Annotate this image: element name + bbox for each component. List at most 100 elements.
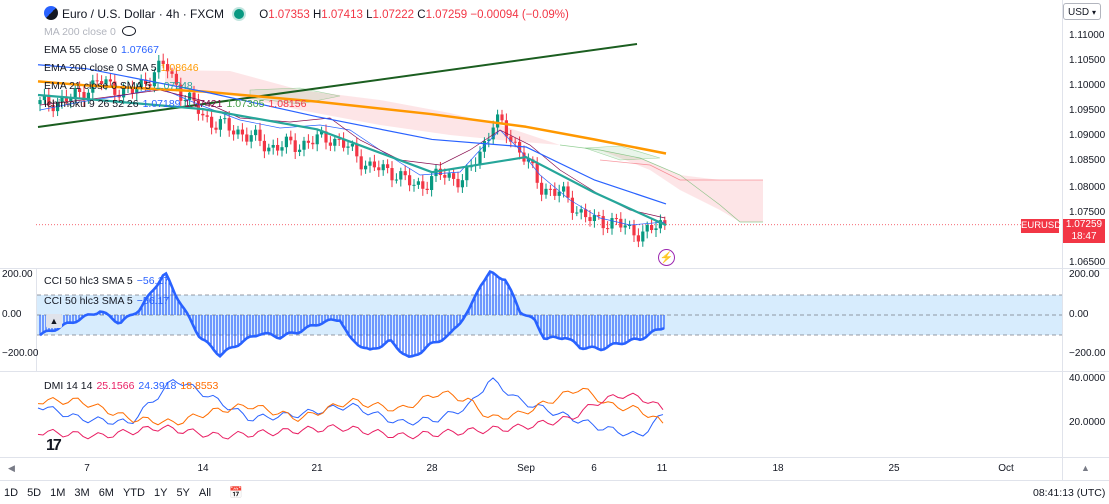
symbol-title[interactable]: Euro / U.S. Dollar · 4h · FXCM <box>62 7 225 21</box>
price-tick-label: 1.09500 <box>1069 105 1106 116</box>
timeframe-6m[interactable]: 6M <box>98 487 114 499</box>
legend-ichimoku[interactable]: Ichimoku 9 26 52 26 1.07189 1.07421 1.07305… <box>44 98 306 110</box>
change-value: −0.00094 (−0.09%) <box>470 9 569 21</box>
high-value: 1.07413 <box>321 9 363 21</box>
legend-cci-1[interactable]: CCI 50 hlc3 SMA 5 −56.17 <box>44 275 169 287</box>
close-value: 1.07259 <box>425 9 468 21</box>
symbol-price-tag: EURUSD <box>1021 219 1062 233</box>
candle-body <box>311 142 315 145</box>
price-tick-label: 1.10500 <box>1069 55 1106 66</box>
candle-body <box>166 64 170 72</box>
last-price-value: 1.07259 <box>1065 219 1103 230</box>
symbol-header[interactable]: Euro / U.S. Dollar · 4h · FXCM O1.07353 … <box>44 6 569 21</box>
cci-left-tick-label: −200.00 <box>2 348 39 359</box>
candle-body <box>491 127 495 140</box>
candle-body <box>113 81 117 95</box>
candle-body <box>377 167 381 171</box>
candle-body <box>518 141 522 153</box>
candle-body <box>430 176 434 191</box>
candle-body <box>403 171 407 176</box>
timeframe-1d[interactable]: 1D <box>4 487 19 499</box>
currency-selector[interactable]: USD ▾ <box>1063 3 1101 20</box>
candle-body <box>636 235 640 242</box>
timeframe-all[interactable]: All <box>198 487 212 499</box>
cci-left-tick-label: 200.00 <box>2 269 33 280</box>
close-key: C <box>417 9 426 21</box>
legend-ema55[interactable]: EMA 55 close 0 1.07667 <box>44 44 159 56</box>
legend-ichimoku-v3: 1.07305 <box>226 98 265 110</box>
legend-cci-2[interactable]: CCI 50 hlc3 SMA 5 −56.17 <box>44 295 169 307</box>
legend-dmi[interactable]: DMI 14 14 25.1566 24.3918 18.8553 <box>44 380 218 392</box>
candle-body <box>610 218 614 229</box>
candle-body <box>315 134 319 145</box>
collapse-legend-button[interactable]: ▲ <box>46 314 62 328</box>
timeframe-ytd[interactable]: YTD <box>122 487 145 499</box>
candle-body <box>161 60 165 65</box>
candle-body <box>650 224 654 231</box>
candle-body <box>298 149 302 152</box>
hidden-eye-icon[interactable] <box>121 26 136 36</box>
cci-left-tick-label: 0.00 <box>2 309 22 320</box>
utc-clock[interactable]: 08:41:13 (UTC) <box>1033 487 1106 499</box>
lightning-icon[interactable]: ⚡ <box>658 249 675 266</box>
legend-ema21[interactable]: EMA 21 close 0 SMA 5 1.07248 <box>44 80 193 92</box>
timeframe-1m[interactable]: 1M <box>50 487 66 499</box>
candle-body <box>262 140 266 152</box>
candle-body <box>500 114 504 121</box>
candle-body <box>144 79 148 85</box>
ichimoku-span-b <box>559 144 763 223</box>
price-tick-label: 1.07500 <box>1069 207 1106 218</box>
price-tick-label: 1.06500 <box>1069 257 1106 268</box>
candle-body <box>443 175 447 178</box>
candle-body <box>399 171 403 180</box>
last-price-tag: 1.07259 18:47 <box>1063 219 1105 243</box>
candle-body <box>372 161 376 168</box>
candle-body <box>342 139 346 148</box>
timeframe-3m[interactable]: 3M <box>74 487 90 499</box>
chevron-down-icon: ▾ <box>1091 8 1096 17</box>
legend-ma200[interactable]: MA 200 close 0 <box>44 26 136 38</box>
timeframe-5y[interactable]: 5Y <box>176 487 190 499</box>
candle-body <box>632 224 636 236</box>
legend-ema200-label: EMA 200 close 0 SMA 5 <box>44 62 157 74</box>
timeframe-5d[interactable]: 5D <box>27 487 42 499</box>
candle-body <box>240 129 244 135</box>
price-tick-label: 1.08500 <box>1069 155 1106 166</box>
legend-ema200[interactable]: EMA 200 close 0 SMA 5 1.08646 <box>44 62 199 74</box>
ema-21-line <box>37 93 667 227</box>
price-tick-label: 1.10000 <box>1069 80 1106 91</box>
candle-body <box>249 135 253 142</box>
candle-body <box>509 136 513 142</box>
ema-200-line <box>37 80 667 155</box>
timeframe-1y[interactable]: 1Y <box>153 487 168 499</box>
legend-ema55-label: EMA 55 close 0 <box>44 44 117 56</box>
legend-dmi-v2: 24.3918 <box>138 380 177 392</box>
candle-body <box>421 181 425 189</box>
candle-body <box>188 92 192 100</box>
candle-body <box>562 186 566 192</box>
candle-body <box>214 127 218 130</box>
scroll-left-icon[interactable]: ◀ <box>8 463 15 473</box>
candle-body <box>566 186 570 198</box>
candle-body <box>482 140 486 152</box>
candle-body <box>597 215 601 217</box>
time-tick-label: 21 <box>311 463 323 474</box>
candle-body <box>623 225 627 228</box>
calendar-icon[interactable]: 📅 <box>229 487 243 499</box>
tradingview-logo[interactable]: 17 <box>46 437 62 454</box>
time-tick-label: 25 <box>888 463 900 474</box>
candle-body <box>302 140 306 150</box>
candle-body <box>386 164 390 169</box>
scroll-up-icon[interactable]: ▲ <box>1081 463 1090 473</box>
candle-body <box>504 120 508 137</box>
candle-body <box>289 136 293 141</box>
candle-body <box>548 188 552 190</box>
candle-body <box>412 184 416 186</box>
candle-body <box>333 138 337 146</box>
legend-ema55-value: 1.07667 <box>120 44 159 56</box>
legend-cci2-label: CCI 50 hlc3 SMA 5 <box>44 295 133 307</box>
candle-body <box>513 141 517 143</box>
candle-body <box>122 87 126 98</box>
candle-body <box>355 143 359 157</box>
